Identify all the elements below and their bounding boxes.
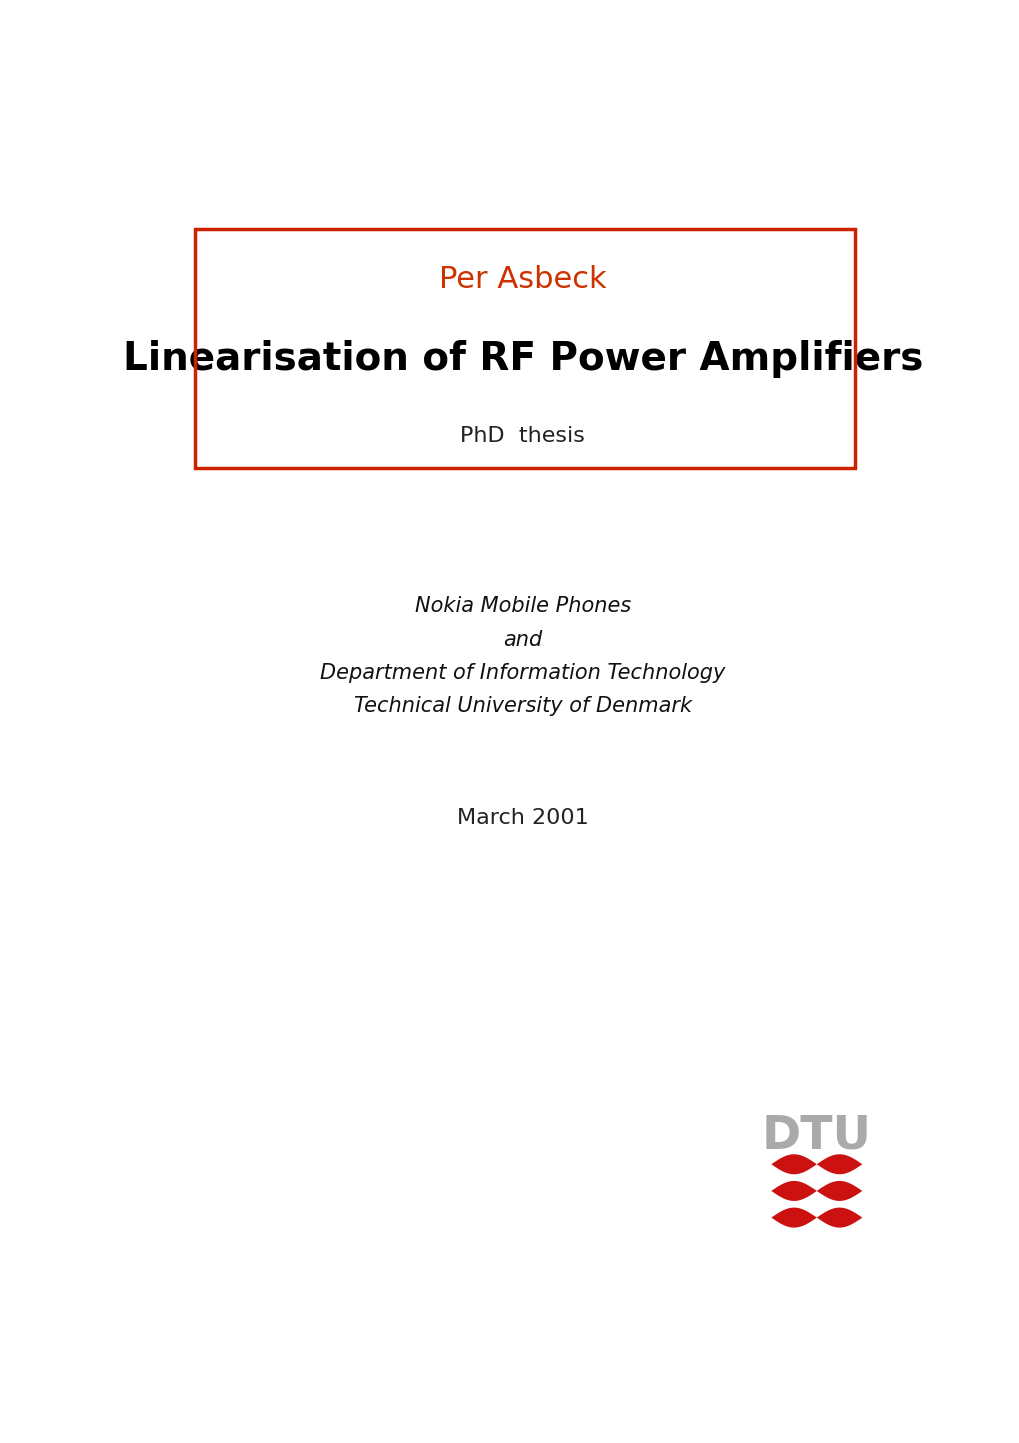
Text: Per Asbeck: Per Asbeck (438, 266, 606, 294)
Text: Linearisation of RF Power Amplifiers: Linearisation of RF Power Amplifiers (122, 339, 922, 378)
Text: PhD  thesis: PhD thesis (460, 427, 585, 446)
Text: Nokia Mobile Phones: Nokia Mobile Phones (414, 596, 631, 616)
Polygon shape (770, 1180, 861, 1201)
Bar (195, 229, 854, 468)
Polygon shape (770, 1208, 861, 1228)
Text: Technical University of Denmark: Technical University of Denmark (354, 697, 691, 717)
Text: March 2001: March 2001 (457, 808, 588, 828)
Text: DTU: DTU (761, 1114, 871, 1159)
Text: and: and (502, 629, 542, 649)
Text: Department of Information Technology: Department of Information Technology (320, 664, 725, 683)
Polygon shape (770, 1154, 861, 1175)
